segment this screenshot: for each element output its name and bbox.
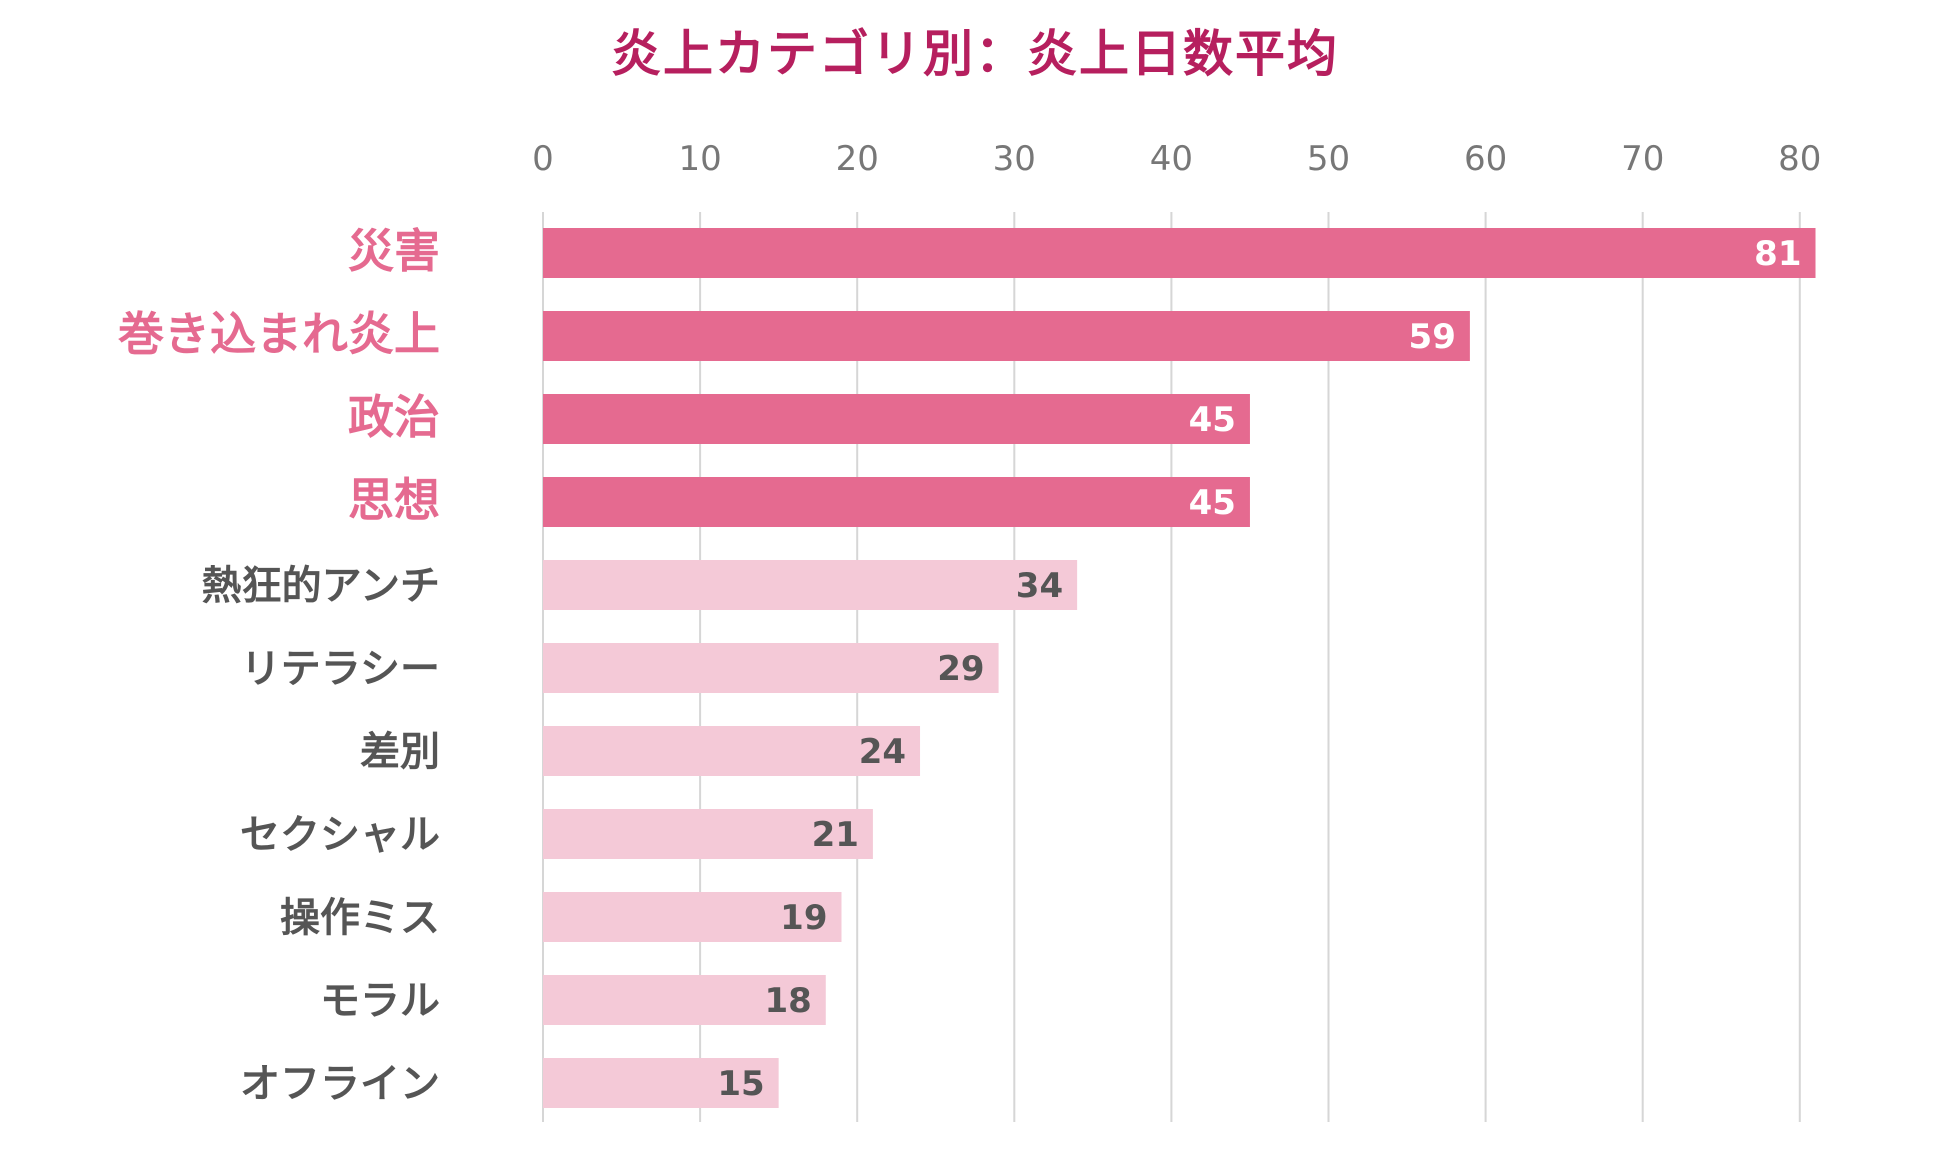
data-label: 18 xyxy=(764,981,811,1021)
category-label: 差別 xyxy=(360,729,440,775)
x-tick-label: 40 xyxy=(1150,139,1193,179)
category-label: 災害 xyxy=(348,224,440,278)
bar xyxy=(543,228,1816,278)
x-tick-label: 30 xyxy=(993,139,1036,179)
category-label: 思想 xyxy=(348,473,440,527)
bar xyxy=(543,394,1250,444)
category-label: 熱狂的アンチ xyxy=(202,563,440,609)
x-tick-label: 50 xyxy=(1307,139,1350,179)
data-label: 45 xyxy=(1189,400,1236,440)
bar xyxy=(543,726,921,776)
x-tick-label: 80 xyxy=(1778,139,1821,179)
data-label: 29 xyxy=(937,649,984,689)
category-label: セクシャル xyxy=(240,812,440,858)
category-label: オフライン xyxy=(240,1061,440,1107)
chart-title: 炎上カテゴリ別：炎上日数平均 xyxy=(611,25,1339,83)
bar xyxy=(543,975,826,1025)
x-tick-label: 60 xyxy=(1464,139,1507,179)
bar xyxy=(543,311,1470,361)
data-label: 34 xyxy=(1016,566,1063,606)
data-label: 21 xyxy=(812,815,859,855)
data-label: 59 xyxy=(1409,317,1456,357)
data-label: 24 xyxy=(859,732,906,772)
x-tick-label: 0 xyxy=(532,139,554,179)
x-tick-label: 20 xyxy=(836,139,879,179)
category-label: 操作ミス xyxy=(280,895,440,941)
data-label: 15 xyxy=(717,1064,764,1104)
category-label: 巻き込まれ炎上 xyxy=(118,307,440,361)
bar xyxy=(543,809,873,859)
x-tick-label: 70 xyxy=(1621,139,1664,179)
category-label: リテラシー xyxy=(241,646,440,692)
data-label: 19 xyxy=(780,898,827,938)
bar xyxy=(543,892,842,942)
bar xyxy=(543,643,999,693)
data-label: 81 xyxy=(1754,234,1801,274)
x-tick-label: 10 xyxy=(678,139,721,179)
category-label: 政治 xyxy=(348,390,440,444)
category-label: モラル xyxy=(320,978,440,1024)
bar xyxy=(543,477,1250,527)
bar xyxy=(543,560,1078,610)
bar xyxy=(543,1058,779,1108)
data-label: 45 xyxy=(1189,483,1236,523)
